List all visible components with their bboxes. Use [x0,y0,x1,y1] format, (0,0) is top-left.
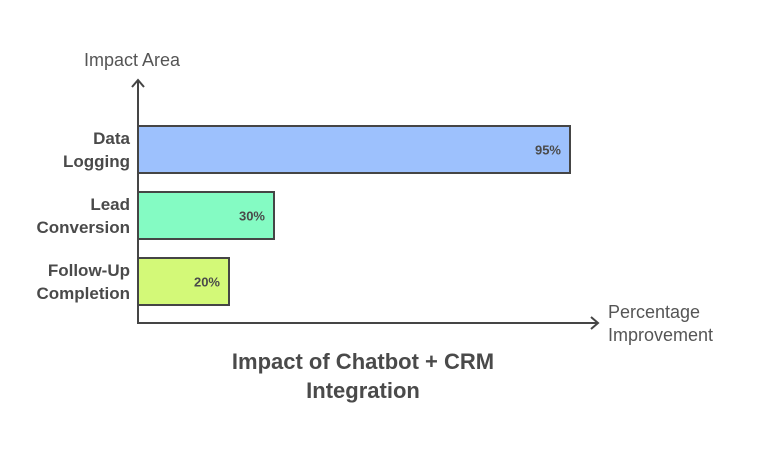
bar-value-label: 95% [534,142,561,157]
chart-title: Impact of Chatbot + CRM Integration [163,347,563,405]
bar-value-label: 30% [238,208,265,223]
category-label-line: Logging [62,152,130,171]
y-axis-title: Impact Area [84,50,181,70]
category-label-line: Conversion [36,218,130,237]
category-label-follow-up-completion: Follow-Up Completion [4,259,131,305]
category-label-lead-conversion: Lead Conversion [4,193,130,239]
category-label-line: Completion [36,284,131,303]
category-label-line: Lead [90,195,130,214]
bar-value-label: 20% [193,274,220,289]
x-axis-arrow-icon [590,316,600,330]
chart-title-line: Impact of Chatbot + CRM [231,349,495,374]
x-axis-title-line: Improvement [608,325,714,345]
bar-data-logging: 95% [137,125,571,174]
y-axis-arrow-icon [131,78,145,88]
chart-title-line: Integration [306,378,420,403]
bar-follow-up-completion: 20% [137,257,230,306]
category-label-line: Data [93,129,130,148]
category-label-line: Follow-Up [47,261,130,280]
x-axis-title-line: Percentage [608,302,701,322]
bar-lead-conversion: 30% [137,191,275,240]
x-axis-title: Percentage Improvement [608,301,713,347]
category-label-data-logging: Data Logging [4,127,130,173]
